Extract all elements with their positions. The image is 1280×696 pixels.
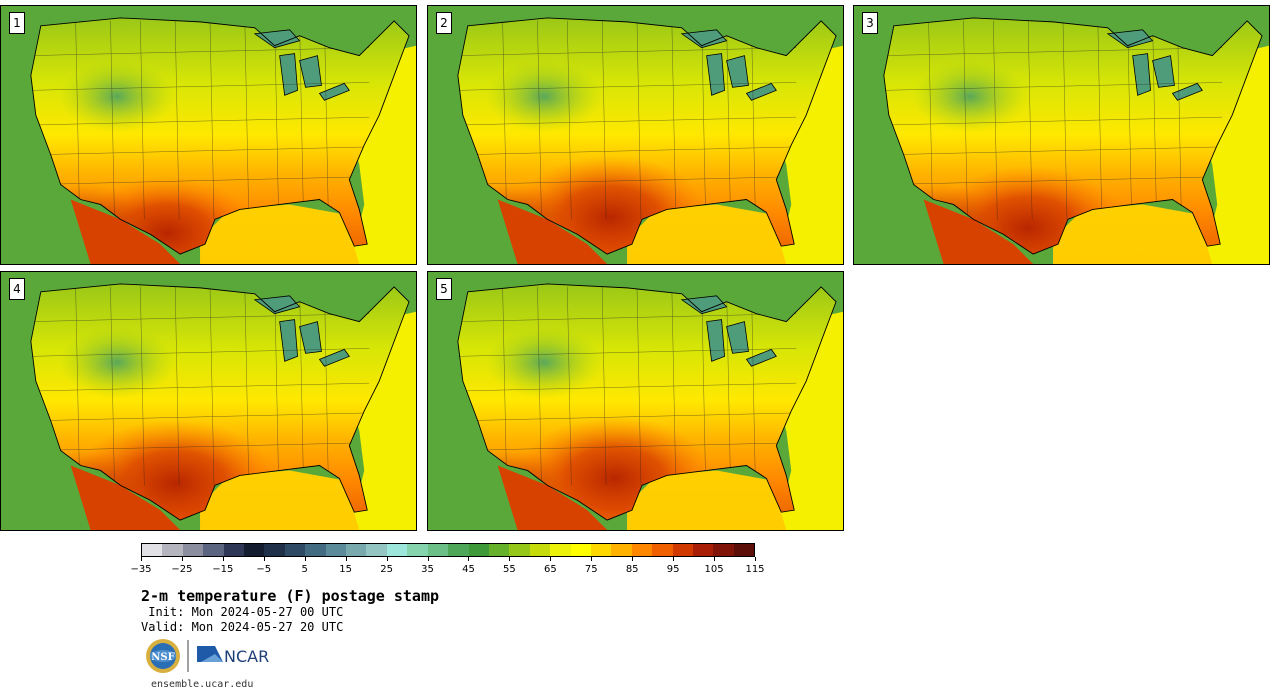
nsf-logo-text: NSF: [151, 652, 174, 663]
colorbar-tick: [386, 557, 388, 561]
stamp-label-2: 2: [436, 12, 452, 34]
colorbar-segment: [305, 544, 326, 556]
colorbar-tick-label: 65: [543, 564, 557, 575]
colorbar-segment: [142, 544, 163, 556]
colorbar-segment: [386, 544, 408, 556]
colorbar-segment: [550, 544, 571, 556]
colorbar-segment: [488, 544, 510, 556]
colorbar-segment: [223, 544, 245, 556]
colorbar-tick: [141, 557, 142, 561]
sponsor-logos: NSF NCAR: [146, 639, 269, 673]
stamp-label-3: 3: [862, 12, 878, 34]
init-time: Init: Mon 2024-05-27 00 UTC: [141, 605, 344, 619]
colorbar-tick: [673, 557, 675, 561]
colorbar-tick: [222, 557, 224, 561]
postage-stamp-map-4: 4: [0, 271, 417, 531]
colorbar-segment: [427, 544, 449, 556]
colorbar-tick: [345, 557, 347, 561]
stamp-label-4: 4: [9, 278, 25, 300]
colorbar-tick: [591, 557, 593, 561]
colorbar-tick-label: 75: [584, 564, 598, 575]
nsf-logo-icon: NSF: [146, 639, 180, 673]
colorbar-tick: [468, 557, 470, 561]
colorbar-tick: [304, 557, 306, 561]
postage-stamp-map-2: 2: [427, 5, 844, 265]
colorbar-segment: [590, 544, 612, 556]
website-url: ensemble.ucar.edu: [151, 679, 254, 690]
colorbar-tick-label: 15: [339, 564, 353, 575]
colorbar-tick-label: 5: [301, 564, 308, 575]
ncar-logo-icon: NCAR: [197, 646, 269, 666]
colorbar-segment: [733, 544, 755, 556]
colorbar-segment: [244, 544, 265, 556]
colorbar-segment: [182, 544, 204, 556]
colorbar-tick: [427, 557, 429, 561]
stamp-label-5: 5: [436, 278, 452, 300]
colorbar-segment: [672, 544, 693, 556]
colorbar-tick: [755, 557, 756, 561]
colorbar-tick: [263, 557, 265, 561]
colorbar-tick: [181, 557, 183, 561]
colorbar-segment: [692, 544, 714, 556]
colorbar-segment: [325, 544, 347, 556]
colorbar-segment: [468, 544, 489, 556]
colorbar-tick-label: 115: [745, 564, 765, 575]
colorbar-tick-label: −25: [171, 564, 193, 575]
colorbar-segment: [284, 544, 306, 556]
temperature-map: [428, 6, 843, 264]
colorbar-tick: [632, 557, 634, 561]
colorbar-tick-label: 85: [625, 564, 639, 575]
colorbar-tick-label: 25: [380, 564, 393, 575]
colorbar-tick-label: −15: [212, 564, 234, 575]
temperature-colorbar: [141, 543, 755, 557]
temperature-map: [1, 6, 416, 264]
colorbar-segment: [570, 544, 591, 556]
colorbar-segment: [346, 544, 367, 556]
colorbar-tick-label: −5: [256, 564, 272, 575]
postage-stamp-map-5: 5: [427, 271, 844, 531]
colorbar-segment: [264, 544, 285, 556]
ncar-logo-text: NCAR: [224, 647, 269, 666]
colorbar-segment: [631, 544, 653, 556]
stamp-label-1: 1: [9, 12, 25, 34]
colorbar-tick-label: −35: [130, 564, 152, 575]
colorbar-segment: [407, 544, 428, 556]
postage-stamp-map-1: 1: [0, 5, 417, 265]
colorbar-tick-label: 55: [503, 564, 516, 575]
colorbar-tick-label: 95: [666, 564, 680, 575]
colorbar-tick-label: 105: [704, 564, 724, 575]
colorbar-segment: [366, 544, 387, 556]
temperature-map: [428, 272, 843, 530]
postage-stamp-map-3: 3: [853, 5, 1270, 265]
temperature-map: [854, 6, 1269, 264]
colorbar-tick: [509, 557, 511, 561]
colorbar-tick-label: 45: [462, 564, 475, 575]
colorbar-segment: [162, 544, 183, 556]
colorbar-segment: [448, 544, 469, 556]
colorbar-tick: [714, 557, 716, 561]
colorbar-segment: [529, 544, 551, 556]
colorbar-tick-labels: −35 −25 −15 −5 5 15 25 35 45 55 65 75 85 95 105 115: [130, 557, 765, 577]
colorbar-tick-label: 35: [421, 564, 434, 575]
colorbar-tick: [550, 557, 552, 561]
colorbar-segment: [611, 544, 632, 556]
valid-time: Valid: Mon 2024-05-27 20 UTC: [141, 620, 344, 634]
colorbar-segment: [509, 544, 530, 556]
figure-title: 2-m temperature (F) postage stamp: [141, 587, 440, 605]
temperature-map: [1, 272, 416, 530]
colorbar-segment: [713, 544, 734, 556]
colorbar-segment: [203, 544, 224, 556]
colorbar-segment: [652, 544, 673, 556]
